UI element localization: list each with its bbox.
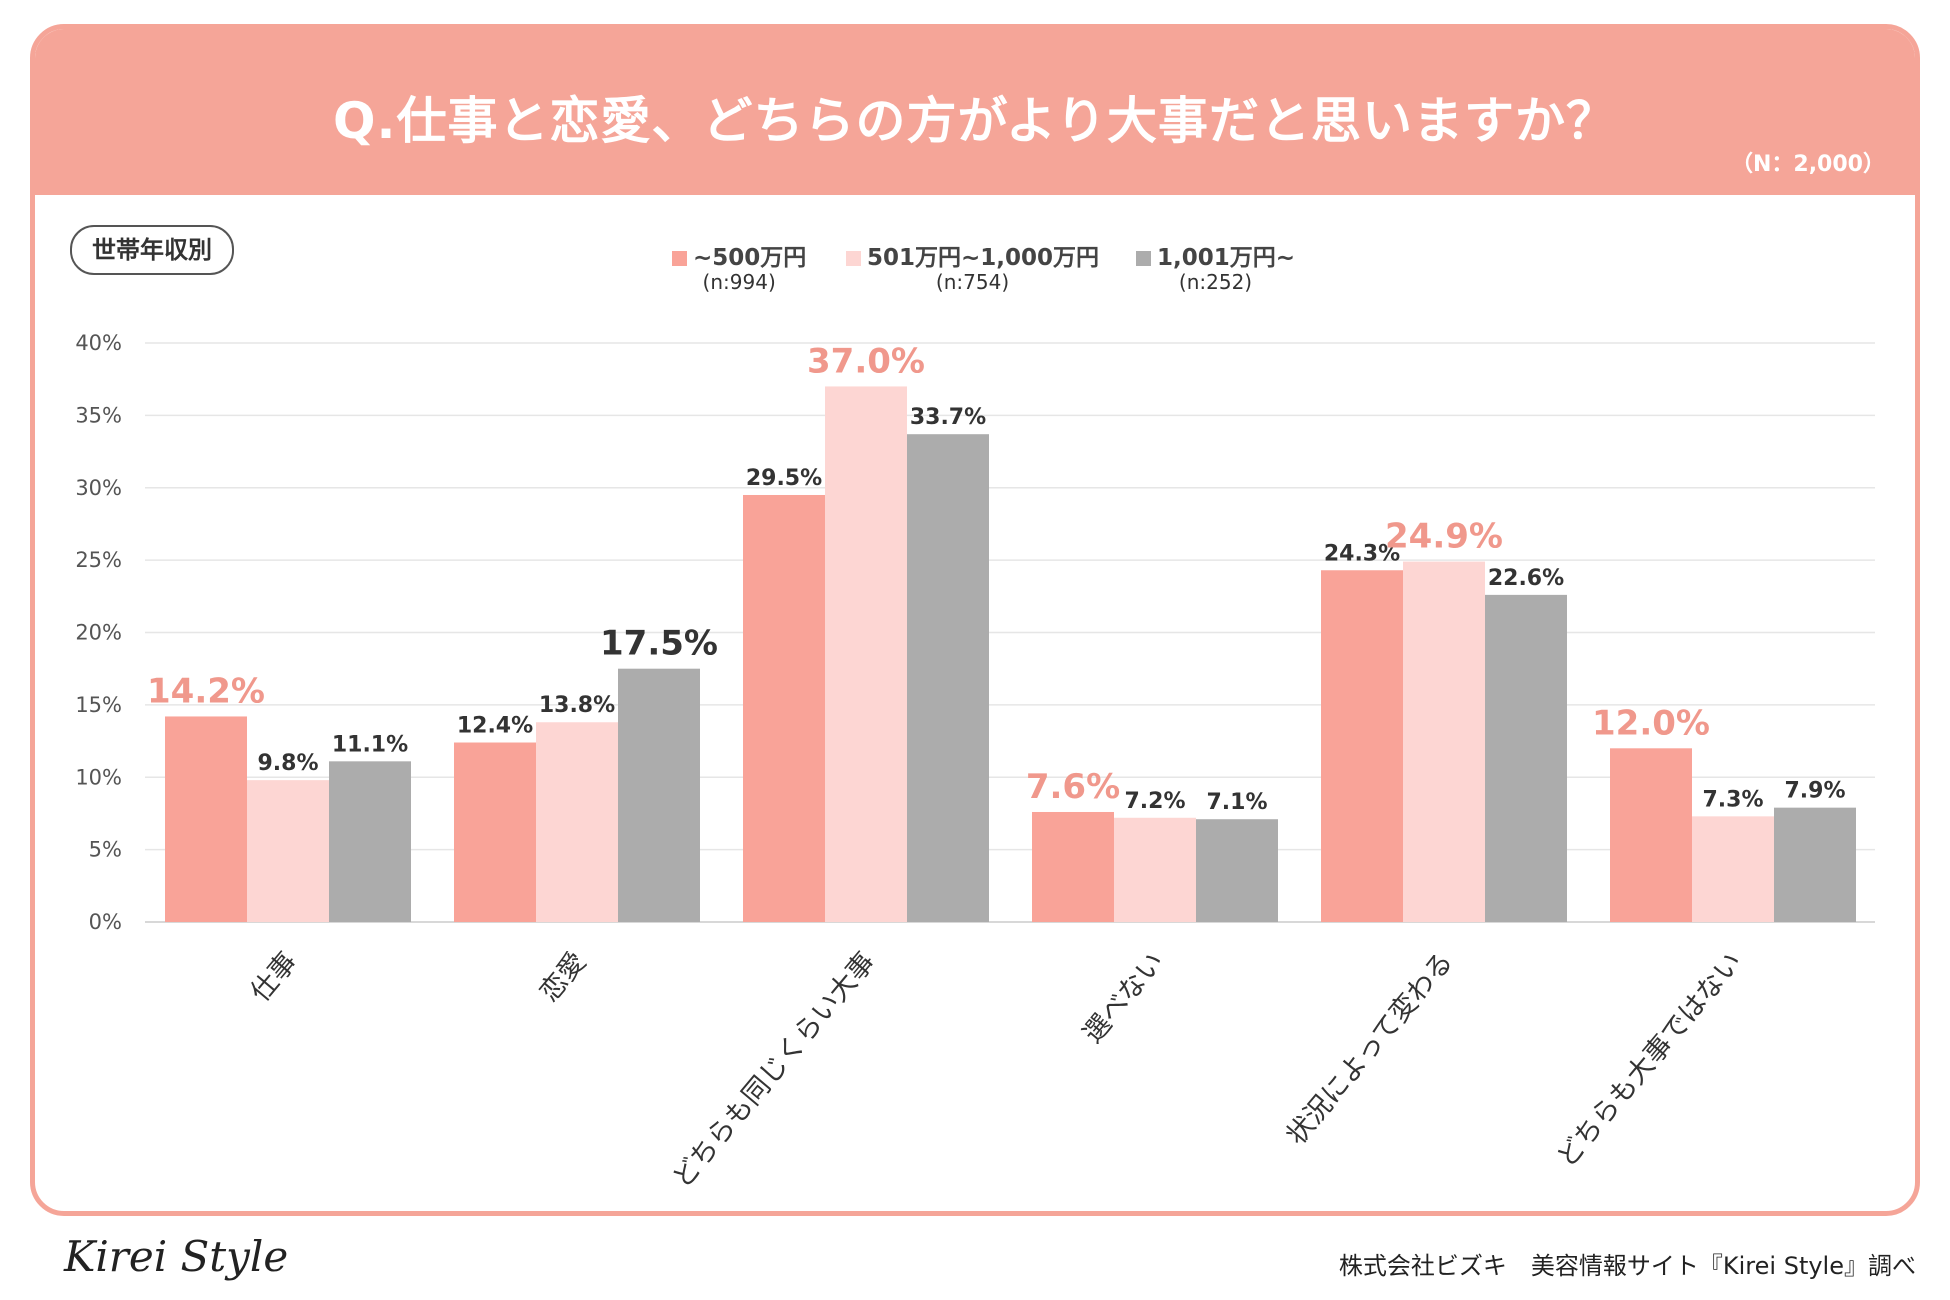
bar [618,668,700,922]
bar-value-label: 29.5% [746,466,822,491]
bar-value-label: 33.7% [910,405,986,430]
bar-value-label: 22.6% [1488,566,1564,591]
bar-value-label: 12.4% [457,714,533,739]
bar-value-label-highlight: 7.6% [1026,767,1120,807]
bar-value-label: 7.1% [1206,790,1267,815]
brand-logo: Kirei Style [64,1232,289,1281]
y-tick-label: 35% [75,403,122,427]
bar-value-label: 7.2% [1124,789,1185,814]
bar [1774,807,1856,922]
bar-value-label-highlight: 17.5% [600,624,718,664]
category-label: 選べない [1077,947,1170,1050]
bar [1692,816,1774,922]
y-tick-label: 20% [75,621,122,645]
bar-value-label: 24.3% [1324,541,1400,566]
legend-item-low-income: ~500万円 (n:994) [672,238,807,294]
y-tick-label: 25% [75,548,122,572]
bar [825,386,907,922]
legend-item-mid-income: 501万円~1,000万円 (n:754) [846,238,1100,294]
y-tick-label: 5% [89,838,122,862]
bar [1196,819,1278,922]
bar-value-label-highlight: 12.0% [1592,703,1710,743]
bar [743,494,825,922]
bar-value-label-highlight: 14.2% [147,671,265,711]
bar [329,761,411,922]
legend-count: (n:754) [935,270,1010,294]
legend-label: 1,001万円~ [1157,245,1296,271]
bar-value-label-highlight: 37.0% [807,341,925,381]
legend-label: 501万円~1,000万円 [867,245,1100,271]
bar [1114,817,1196,922]
legend-item-high-income: 1,001万円~ (n:252) [1136,238,1296,294]
source-credit: 株式会社ビズキ 美容情報サイト『Kirei Style』調べ [1338,1252,1916,1280]
bar-value-label: 11.1% [332,732,408,757]
bar [1610,748,1692,922]
category-label: どちらも大事ではない [1551,947,1748,1174]
page-title: Q.仕事と恋愛、どちらの方がより大事だと思いますか？ [333,92,1617,150]
category-label: 恋愛 [534,947,592,1008]
bar [907,434,989,922]
y-tick-label: 0% [89,910,122,934]
legend-swatch [672,251,687,266]
y-tick-label: 30% [75,476,122,500]
bar [247,780,329,922]
survey-card: Q.仕事と恋愛、どちらの方がより大事だと思いますか？ （N：2,000） 世帯年… [30,24,1920,1216]
bar-value-label: 9.8% [257,751,318,776]
y-tick-label: 10% [75,765,122,789]
bar-value-label: 13.8% [539,693,615,718]
title-banner: Q.仕事と恋愛、どちらの方がより大事だと思いますか？ （N：2,000） [35,29,1915,195]
bar [165,716,247,922]
bar [454,742,536,922]
bar-value-label: 7.3% [1702,787,1763,812]
bar [536,722,618,922]
bar-value-label-highlight: 24.9% [1385,517,1503,557]
category-label: どちらも同じくらい大事 [667,947,882,1194]
legend-count: (n:994) [702,270,776,294]
bar [1321,570,1403,922]
category-label: 状況によって変わる [1281,947,1460,1151]
y-tick-label: 15% [75,693,122,717]
legend-label: ~500万円 [693,245,807,271]
legend-swatch [1136,251,1151,266]
bar [1485,594,1567,922]
legend-swatch [846,251,861,266]
sample-size: （N：2,000） [1730,152,1885,177]
segment-tag: 世帯年収別 [70,225,234,275]
legend-count: (n:252) [1178,270,1253,294]
bar [1403,561,1485,922]
category-label: 仕事 [245,947,303,1008]
bar [1032,811,1114,922]
bar-value-label: 7.9% [1784,779,1845,804]
y-tick-label: 40% [75,331,122,355]
